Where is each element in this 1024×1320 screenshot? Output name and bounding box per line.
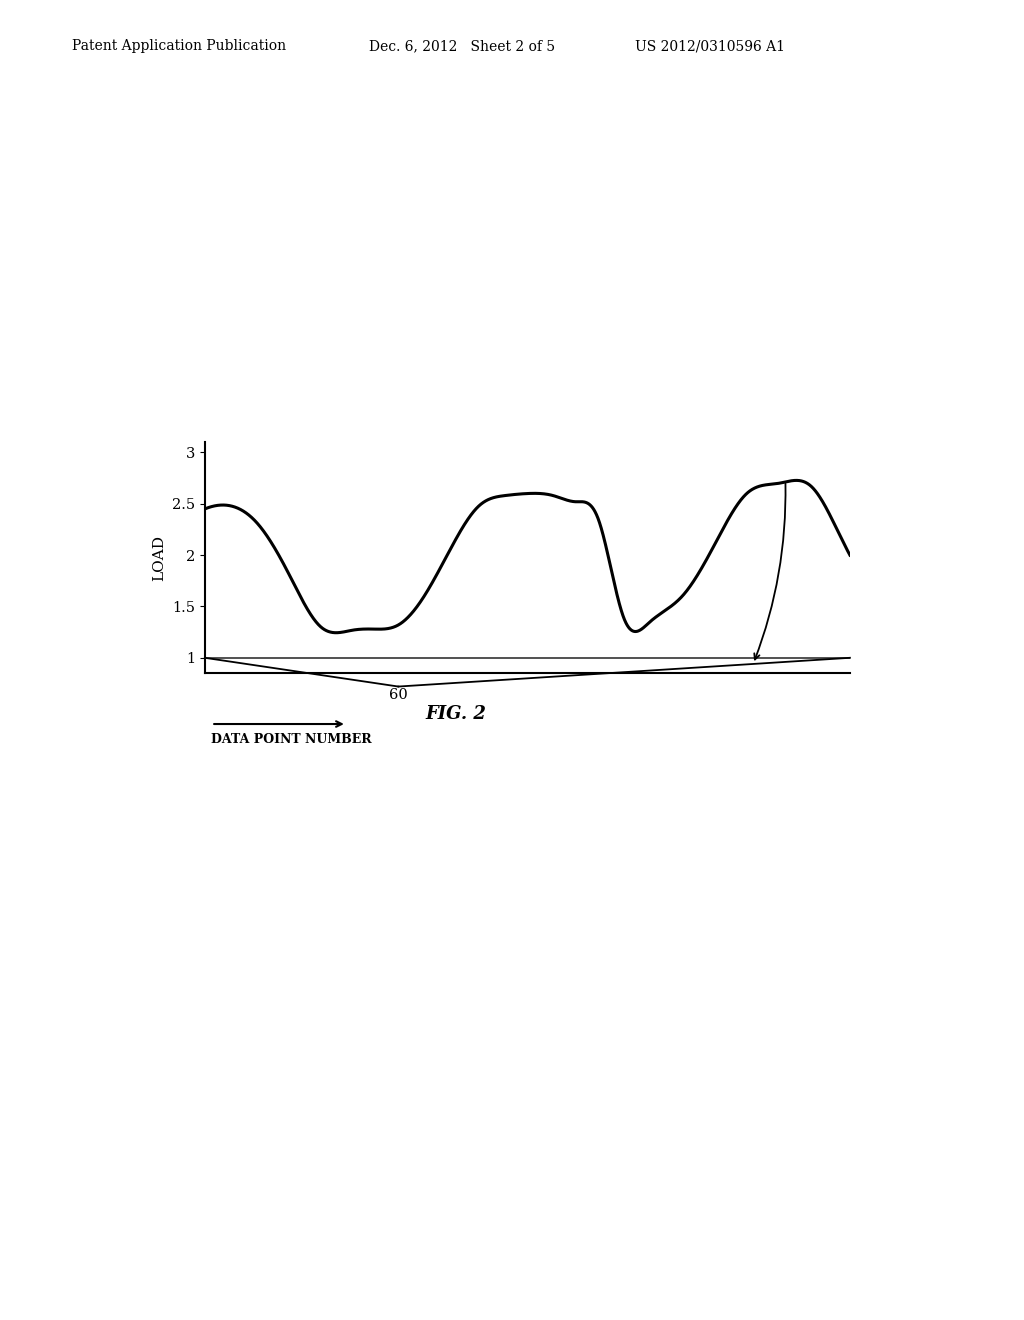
Text: Dec. 6, 2012   Sheet 2 of 5: Dec. 6, 2012 Sheet 2 of 5 [369,40,555,53]
Y-axis label: LOAD: LOAD [153,535,166,581]
Text: Patent Application Publication: Patent Application Publication [72,40,286,53]
Text: 60: 60 [389,688,408,702]
Text: DATA POINT NUMBER: DATA POINT NUMBER [211,733,372,746]
Text: FIG. 2: FIG. 2 [425,705,486,723]
Text: US 2012/0310596 A1: US 2012/0310596 A1 [635,40,784,53]
